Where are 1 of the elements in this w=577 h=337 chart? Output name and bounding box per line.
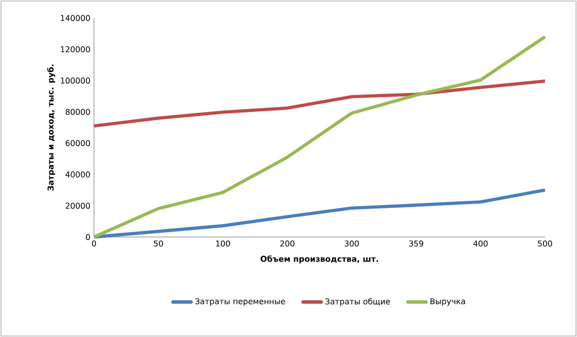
line-series [92,79,547,128]
